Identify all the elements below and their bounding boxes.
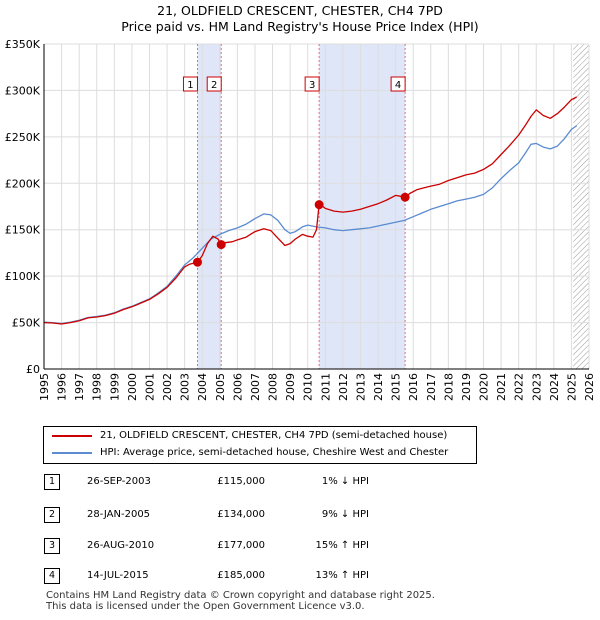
x-tick-label: 2020: [478, 373, 491, 401]
sale-point: [192, 257, 202, 267]
sale-label-box: [206, 76, 222, 92]
y-tick-label: £200K: [5, 177, 41, 190]
sale-number-badge: 4: [44, 568, 60, 584]
x-tick-label: 2006: [231, 373, 244, 401]
y-tick-label: £0: [26, 363, 40, 376]
sale-price: £185,000: [217, 570, 265, 581]
x-tick-label: 2008: [267, 373, 280, 401]
sale-hpi-diff: 1% ↓ HPI: [321, 476, 369, 487]
sale-hpi-diff: 15% ↑ HPI: [315, 540, 369, 551]
x-tick-label: 1998: [91, 373, 104, 401]
sale-price: £134,000: [217, 509, 265, 520]
sale-date: 28-JAN-2005: [87, 509, 151, 520]
sale-hpi-diff: 9% ↓ HPI: [321, 509, 369, 520]
forecast-hatch: [573, 44, 589, 369]
x-tick-label: 1995: [38, 373, 51, 401]
x-tick-label: 1999: [108, 373, 121, 401]
y-tick-label: £50K: [12, 317, 41, 330]
sale-label-box: [390, 76, 406, 92]
x-tick-label: 2002: [161, 373, 174, 401]
x-tick-label: 2023: [530, 373, 543, 401]
y-tick-label: £350K: [5, 38, 41, 51]
price-chart: £0 £50K £100K £150K £200K £250K £300K £350K 1995…: [5, 38, 596, 401]
legend-swatch-price: [52, 435, 92, 437]
table-row: 3 26-AUG-2010 £177,000 15% ↑ HPI: [43, 537, 403, 555]
sale-price: £177,000: [217, 540, 265, 551]
sale-price: £115,000: [217, 476, 265, 487]
x-tick-label: 2012: [337, 373, 350, 401]
sale-number-badge: 1: [44, 474, 60, 490]
sale-date: 26-AUG-2010: [87, 540, 155, 551]
sale-date: 26-SEP-2003: [87, 476, 151, 487]
sale-label-text: 3: [309, 80, 315, 91]
x-tick-label: 2001: [143, 373, 156, 401]
x-tick-label: 2000: [126, 373, 139, 401]
x-tick-label: 2017: [425, 373, 438, 401]
shaded-period: [319, 44, 406, 369]
x-tick-label: 2010: [302, 373, 315, 401]
sale-hpi-diff: 13% ↑ HPI: [315, 570, 369, 581]
x-tick-label: 2022: [513, 373, 526, 401]
table-row: 1 26-SEP-2003 £115,000 1% ↓ HPI: [43, 473, 403, 491]
shaded-period: [197, 44, 222, 369]
x-tick-label: 2003: [179, 373, 192, 401]
legend-swatch-hpi: [52, 452, 92, 454]
chart-title: 21, OLDFIELD CRESCENT, CHESTER, CH4 7PD: [157, 3, 443, 18]
x-tick-label: 2026: [583, 373, 596, 401]
sale-point: [400, 192, 410, 202]
x-tick-label: 2016: [407, 373, 420, 401]
x-tick-label: 1996: [56, 373, 69, 401]
x-tick-label: 2011: [319, 373, 332, 401]
y-tick-label: £100K: [5, 270, 41, 283]
sale-label-text: 4: [395, 80, 401, 91]
x-tick-label: 2018: [442, 373, 455, 401]
y-tick-label: £300K: [5, 84, 41, 97]
legend-label-hpi: HPI: Average price, semi-detached house,…: [100, 447, 449, 458]
x-tick-label: 2019: [460, 373, 473, 401]
legend-label-price: 21, OLDFIELD CRESCENT, CHESTER, CH4 7PD …: [100, 430, 448, 441]
x-tick-label: 2007: [249, 373, 262, 401]
x-tick-label: 1997: [73, 373, 86, 401]
sale-label-text: 1: [187, 80, 193, 91]
sale-number-badge: 2: [44, 507, 60, 523]
sale-label-box: [182, 76, 198, 92]
y-tick-label: £150K: [5, 224, 41, 237]
footer-licence: This data is licensed under the Open Gov…: [46, 601, 365, 612]
legend: 21, OLDFIELD CRESCENT, CHESTER, CH4 7PD …: [43, 426, 477, 464]
sale-number-badge: 3: [44, 538, 60, 554]
sale-date: 14-JUL-2015: [87, 570, 149, 581]
x-tick-label: 2021: [495, 373, 508, 401]
sale-label-text: 2: [211, 80, 217, 91]
sale-point: [216, 240, 226, 250]
x-tick-label: 2015: [390, 373, 403, 401]
x-tick-label: 2014: [372, 373, 385, 401]
sale-label-box: [304, 76, 320, 92]
x-tick-label: 2024: [548, 373, 561, 401]
price-paid-line: [43, 96, 578, 325]
y-tick-label: £250K: [5, 131, 41, 144]
x-tick-label: 2005: [214, 373, 227, 401]
table-row: 4 14-JUL-2015 £185,000 13% ↑ HPI: [43, 567, 403, 585]
x-tick-label: 2009: [284, 373, 297, 401]
chart-subtitle: Price paid vs. HM Land Registry's House …: [121, 19, 479, 34]
x-tick-label: 2013: [354, 373, 367, 401]
x-tick-label: 2004: [196, 373, 209, 401]
footer-copyright: Contains HM Land Registry data © Crown c…: [46, 590, 435, 601]
x-tick-label: 2025: [565, 373, 578, 401]
sale-point: [314, 200, 324, 210]
table-row: 2 28-JAN-2005 £134,000 9% ↓ HPI: [43, 506, 403, 524]
